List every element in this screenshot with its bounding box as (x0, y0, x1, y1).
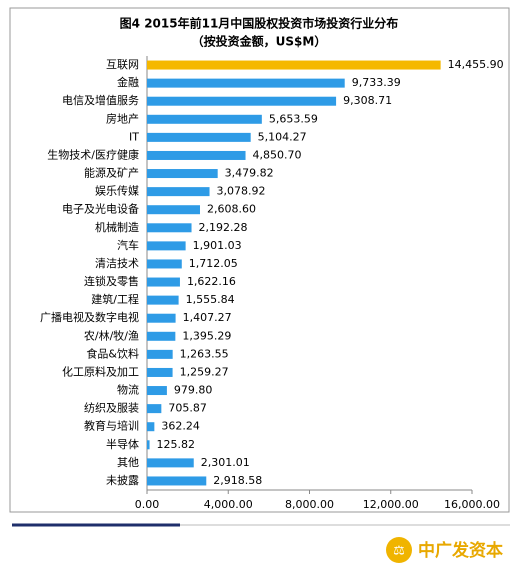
bar (147, 422, 155, 432)
value-label: 1,407.27 (183, 311, 232, 324)
value-label: 3,479.82 (225, 167, 274, 180)
y-tick-label: 农/林/牧/渔 (84, 328, 139, 342)
y-tick-label: 化工原料及加工 (62, 364, 139, 378)
brand-logo-mark: ⚖ (393, 544, 405, 559)
value-label: 5,653.59 (269, 112, 318, 125)
bar (147, 476, 207, 486)
y-tick-label: 纺织及服装 (84, 401, 139, 415)
chart-title: 图4 2015年前11月中国股权投资市场投资行业分布 (120, 16, 399, 31)
y-tick-label: 金融 (117, 75, 139, 89)
bar (147, 150, 246, 160)
y-tick-label: 其他 (117, 456, 139, 469)
x-tick-label: 12,000.00 (363, 498, 419, 511)
value-label: 705.87 (168, 402, 207, 415)
bar (147, 295, 179, 305)
y-tick-label: 娱乐传媒 (95, 184, 139, 198)
bar (147, 458, 194, 468)
value-label: 1,395.29 (182, 329, 231, 342)
bar (147, 404, 162, 414)
y-tick-label: 广播电视及数字电视 (40, 310, 139, 324)
y-tick-label: 物流 (117, 383, 139, 397)
bar (147, 349, 173, 359)
value-label: 125.82 (157, 438, 196, 451)
value-label: 2,918.58 (213, 474, 262, 487)
bar (147, 241, 186, 251)
value-label: 3,078.92 (217, 185, 266, 198)
value-label: 979.80 (174, 384, 213, 397)
bar (147, 169, 218, 179)
value-label: 1,622.16 (187, 275, 236, 288)
y-tick-label: 建筑/工程 (91, 292, 139, 306)
x-tick-label: 16,000.00 (444, 498, 500, 511)
value-label: 362.24 (161, 420, 200, 433)
bar (147, 78, 345, 88)
bar (147, 313, 176, 323)
value-label: 1,259.27 (180, 365, 229, 378)
value-label: 1,555.84 (186, 293, 235, 306)
value-label: 1,901.03 (193, 239, 242, 252)
value-label: 9,308.71 (343, 94, 392, 107)
y-tick-label: 电信及增值服务 (62, 93, 139, 107)
y-tick-label: 房地产 (106, 111, 139, 125)
bar (147, 223, 192, 233)
value-label: 1,263.55 (180, 347, 229, 360)
y-tick-label: IT (129, 130, 139, 143)
y-tick-label: 食品&饮料 (86, 346, 139, 360)
bar (147, 205, 200, 215)
bar (147, 259, 182, 269)
x-tick-label: 4,000.00 (204, 498, 253, 511)
bar (147, 440, 150, 450)
value-label: 1,712.05 (189, 257, 238, 270)
y-tick-label: 生物技术/医疗健康 (47, 147, 139, 161)
value-label: 9,733.39 (352, 76, 401, 89)
bar (147, 96, 337, 106)
x-tick-label: 8,000.00 (285, 498, 334, 511)
x-tick-label: 0.00 (135, 498, 160, 511)
value-label: 5,104.27 (258, 130, 307, 143)
y-tick-label: 汽车 (117, 238, 139, 252)
bar (147, 60, 441, 70)
brand-logo (386, 537, 412, 563)
value-label: 2,192.28 (199, 221, 248, 234)
bar (147, 386, 167, 396)
y-tick-label: 清洁技术 (95, 257, 139, 270)
y-tick-label: 未披露 (106, 473, 139, 487)
value-label: 4,850.70 (253, 148, 302, 161)
brand-name: 中广发资本 (418, 540, 503, 561)
bar (147, 277, 180, 287)
value-label: 2,301.01 (201, 456, 250, 469)
value-label: 2,608.60 (207, 203, 256, 216)
bar (147, 331, 176, 341)
y-tick-label: 能源及矿产 (84, 166, 139, 180)
bar (147, 114, 262, 124)
y-tick-label: 互联网 (106, 58, 139, 71)
y-tick-label: 机械制造 (95, 220, 139, 234)
chart-frame (9, 7, 510, 513)
y-tick-label: 教育与培训 (84, 419, 139, 433)
bar (147, 187, 210, 197)
y-tick-label: 半导体 (106, 437, 139, 451)
bar (147, 132, 251, 142)
y-tick-label: 电子及光电设备 (62, 202, 139, 216)
y-tick-label: 连锁及零售 (84, 274, 139, 288)
bar (147, 367, 173, 377)
chart-subtitle: （按投资金额，US$M） (192, 34, 327, 49)
value-label: 14,455.90 (448, 58, 504, 71)
